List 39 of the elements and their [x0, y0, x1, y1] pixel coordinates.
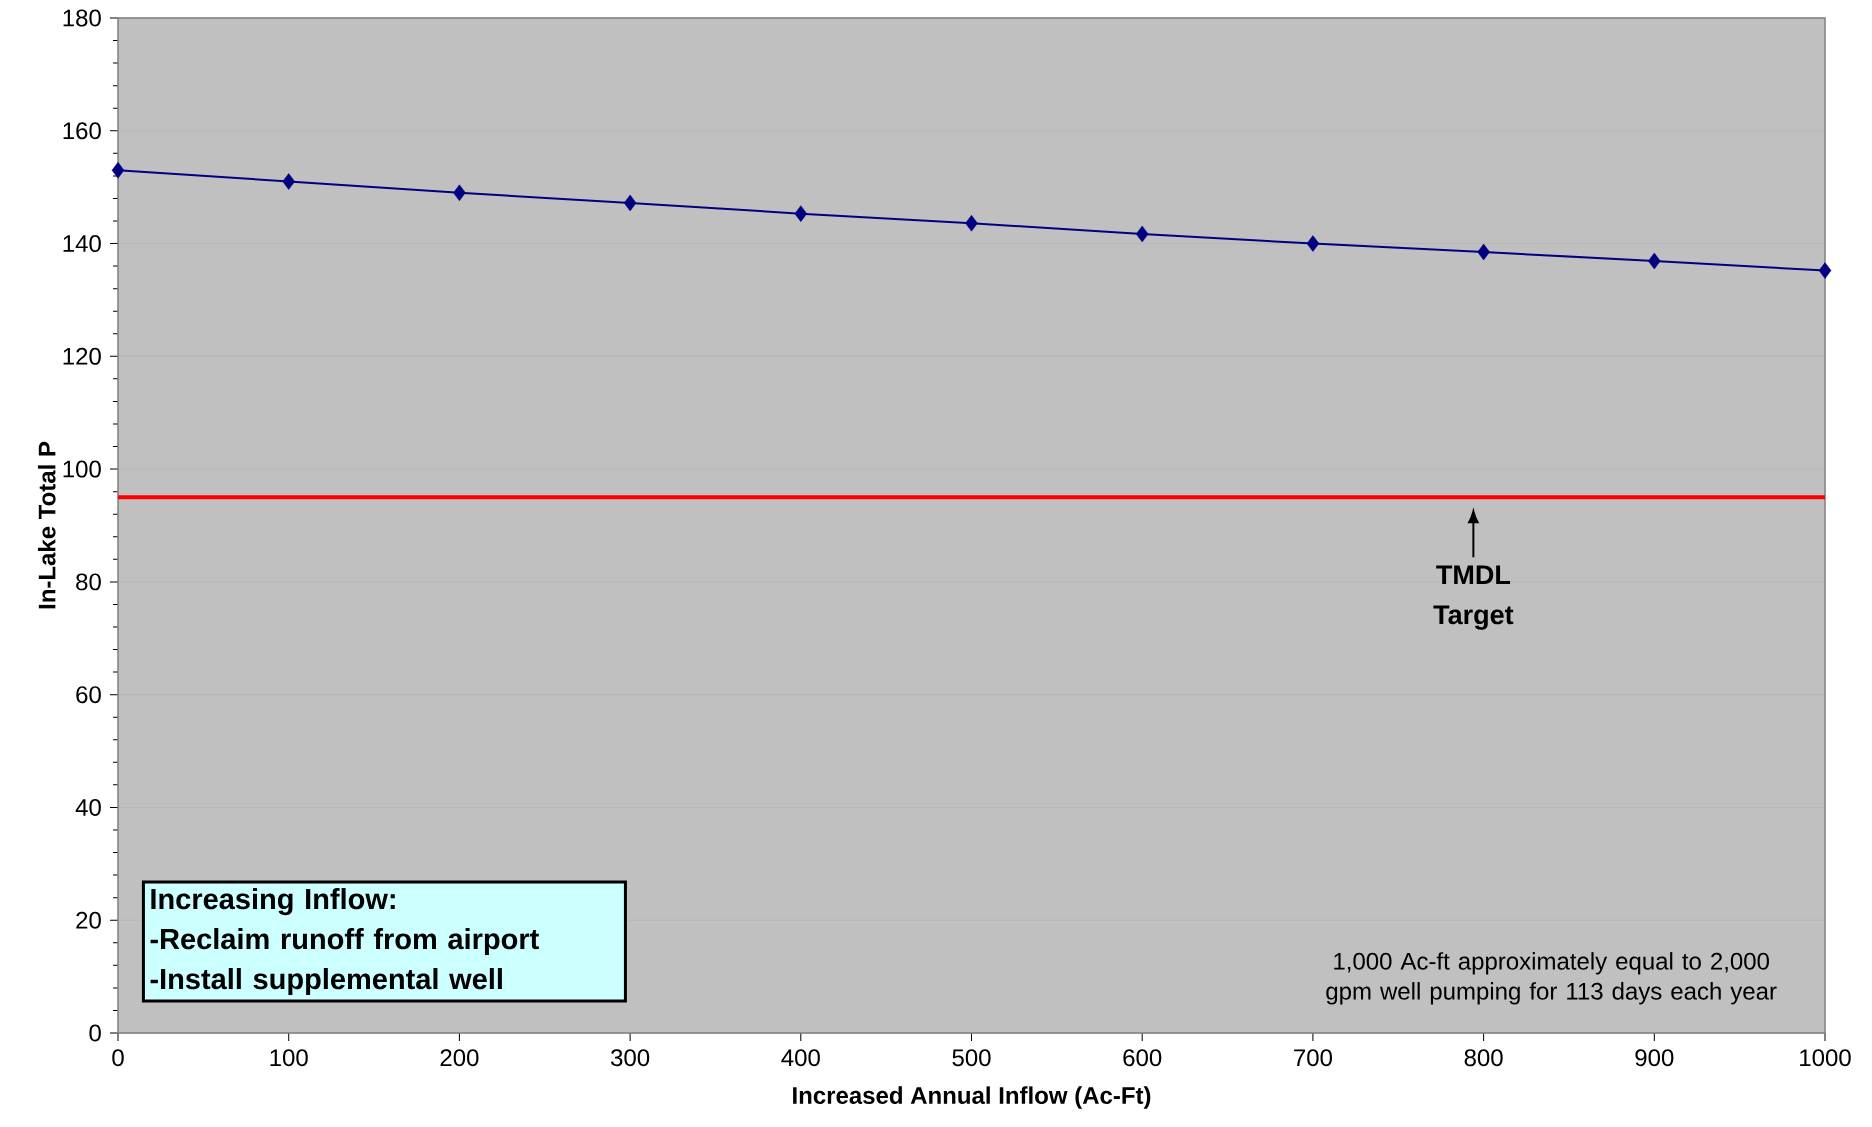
y-tick-label: 0 [89, 1024, 101, 1042]
x-tick-label: 0 [112, 1049, 124, 1067]
x-tick-label: 200 [440, 1049, 479, 1067]
point [453, 184, 466, 202]
annotation: -Reclaim runoff from airport [150, 928, 539, 956]
point [1477, 243, 1490, 261]
point [965, 214, 978, 232]
y-tick-label: 20 [76, 911, 101, 929]
y-tick-label: 180 [63, 9, 101, 27]
x-tick-label: 500 [952, 1049, 991, 1067]
x-tick-label: 300 [611, 1049, 650, 1067]
x-tick-label: 400 [781, 1049, 820, 1067]
point [1818, 262, 1832, 279]
y-tick-label: 80 [76, 573, 101, 591]
x-tick-label: 1000 [1800, 1049, 1851, 1067]
point [111, 161, 125, 179]
point [1135, 225, 1149, 243]
y-tick-label: 160 [63, 122, 101, 140]
y-tick-label: 100 [63, 460, 101, 478]
x-tick-label: 800 [1464, 1049, 1503, 1067]
x-axis-title: Increased Annual Inflow (Ac-Ft) [793, 1086, 1151, 1109]
y-tick-label: 40 [75, 798, 101, 816]
x-tick-label: 100 [270, 1049, 308, 1067]
annotation: -Install supplemental well [150, 968, 502, 996]
y-tick-label: 60 [76, 686, 101, 704]
x-tick-label: 900 [1635, 1049, 1674, 1067]
y-tick-label: 140 [63, 235, 101, 253]
annotation: Increasing Inflow: [151, 888, 395, 916]
y-tick-label: 120 [63, 347, 101, 365]
point [282, 173, 295, 190]
point [623, 194, 637, 212]
annotation: 1,000 Ac-ft approximately equal to 2,000 gpm well pumping for 113 days each year [1326, 952, 1777, 1005]
x-tick-label: 700 [1294, 1049, 1332, 1067]
point [1648, 252, 1661, 270]
point [794, 205, 808, 222]
point [1306, 235, 1320, 252]
ref-line-label: TMDL Target [1433, 565, 1514, 630]
y-axis-title: In-Lake Total P [37, 441, 56, 609]
x-tick-label: 600 [1123, 1049, 1162, 1067]
